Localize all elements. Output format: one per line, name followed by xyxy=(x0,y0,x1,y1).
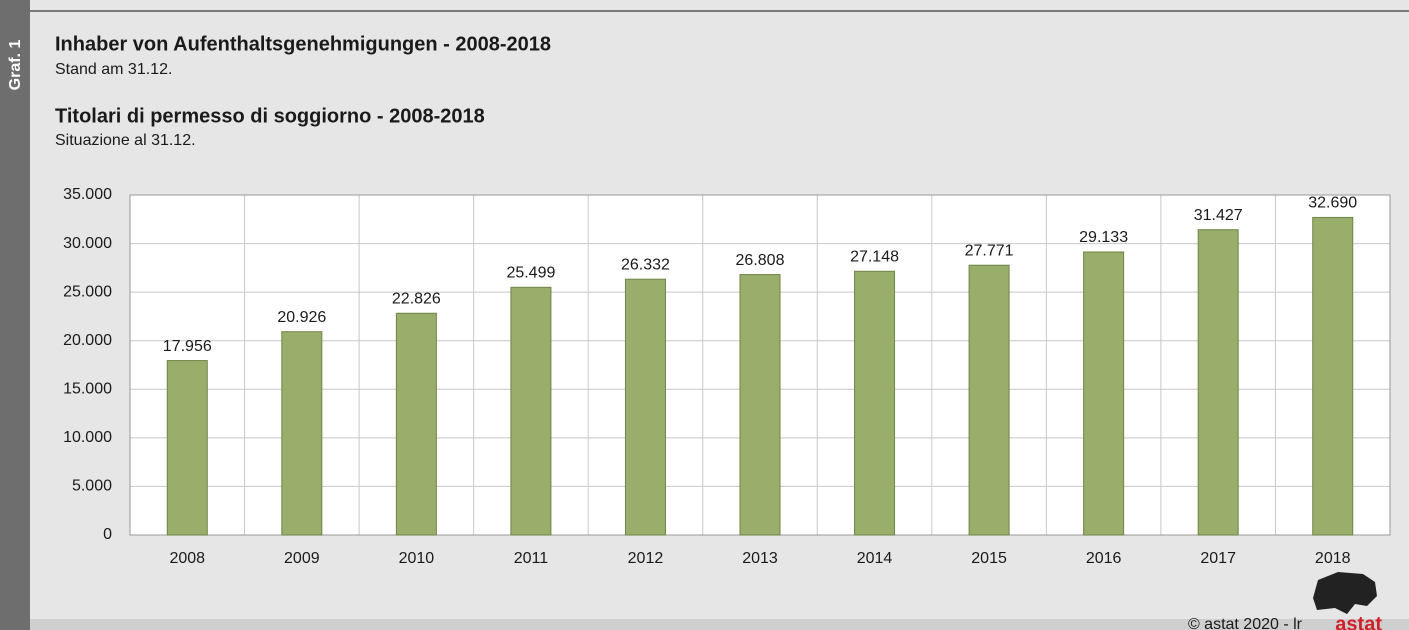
graph-label: Graf. 1 xyxy=(7,40,24,91)
y-tick-label: 5.000 xyxy=(72,478,112,495)
chart-title: Inhaber von Aufenthaltsgenehmigungen - 2… xyxy=(55,33,551,55)
y-tick-label: 0 xyxy=(103,526,112,543)
y-tick-label: 15.000 xyxy=(63,381,112,398)
value-label: 27.148 xyxy=(850,248,899,265)
x-tick-label: 2011 xyxy=(514,550,549,567)
source: © astat 2020 - lr xyxy=(1188,616,1303,630)
bar xyxy=(395,312,437,536)
bar xyxy=(739,274,781,536)
y-tick-label: 20.000 xyxy=(63,332,112,349)
chart-subtitle-it: Situazione al 31.12. xyxy=(55,132,196,149)
bar xyxy=(968,264,1010,536)
value-label: 22.826 xyxy=(392,290,441,307)
x-tick-label: 2017 xyxy=(1200,550,1236,567)
bar xyxy=(624,278,666,536)
value-label: 17.956 xyxy=(163,338,212,355)
bar xyxy=(1312,216,1354,536)
value-label: 27.771 xyxy=(965,242,1014,259)
sidebar xyxy=(0,0,30,630)
value-label: 25.499 xyxy=(506,265,555,282)
x-tick-label: 2008 xyxy=(169,550,205,567)
value-label: 29.133 xyxy=(1079,229,1128,246)
x-tick-label: 2012 xyxy=(628,550,664,567)
y-tick-label: 25.000 xyxy=(63,283,112,300)
value-label: 26.332 xyxy=(621,256,670,273)
logo-map xyxy=(1313,572,1377,614)
chart-title-it: Titolari di permesso di soggiorno - 2008… xyxy=(55,105,485,127)
bar xyxy=(1197,229,1239,536)
x-tick-label: 2013 xyxy=(742,550,778,567)
value-label: 20.926 xyxy=(277,309,326,326)
logo-text: astat xyxy=(1335,613,1382,630)
bottom-strip xyxy=(30,619,1409,630)
x-tick-label: 2015 xyxy=(971,550,1007,567)
bar xyxy=(854,270,896,536)
x-tick-label: 2018 xyxy=(1315,550,1351,567)
value-label: 32.690 xyxy=(1308,195,1357,212)
chart-subtitle: Stand am 31.12. xyxy=(55,61,172,78)
bar xyxy=(281,331,323,536)
value-label: 31.427 xyxy=(1194,207,1243,224)
y-tick-label: 10.000 xyxy=(63,429,112,446)
value-label: 26.808 xyxy=(736,252,785,269)
bar xyxy=(1083,251,1125,536)
x-tick-label: 2010 xyxy=(399,550,435,567)
y-tick-label: 35.000 xyxy=(63,186,112,203)
bar xyxy=(166,360,208,536)
y-tick-label: 30.000 xyxy=(63,235,112,252)
x-tick-label: 2009 xyxy=(284,550,320,567)
x-tick-label: 2016 xyxy=(1086,550,1122,567)
x-tick-label: 2014 xyxy=(857,550,893,567)
bar xyxy=(510,286,552,536)
